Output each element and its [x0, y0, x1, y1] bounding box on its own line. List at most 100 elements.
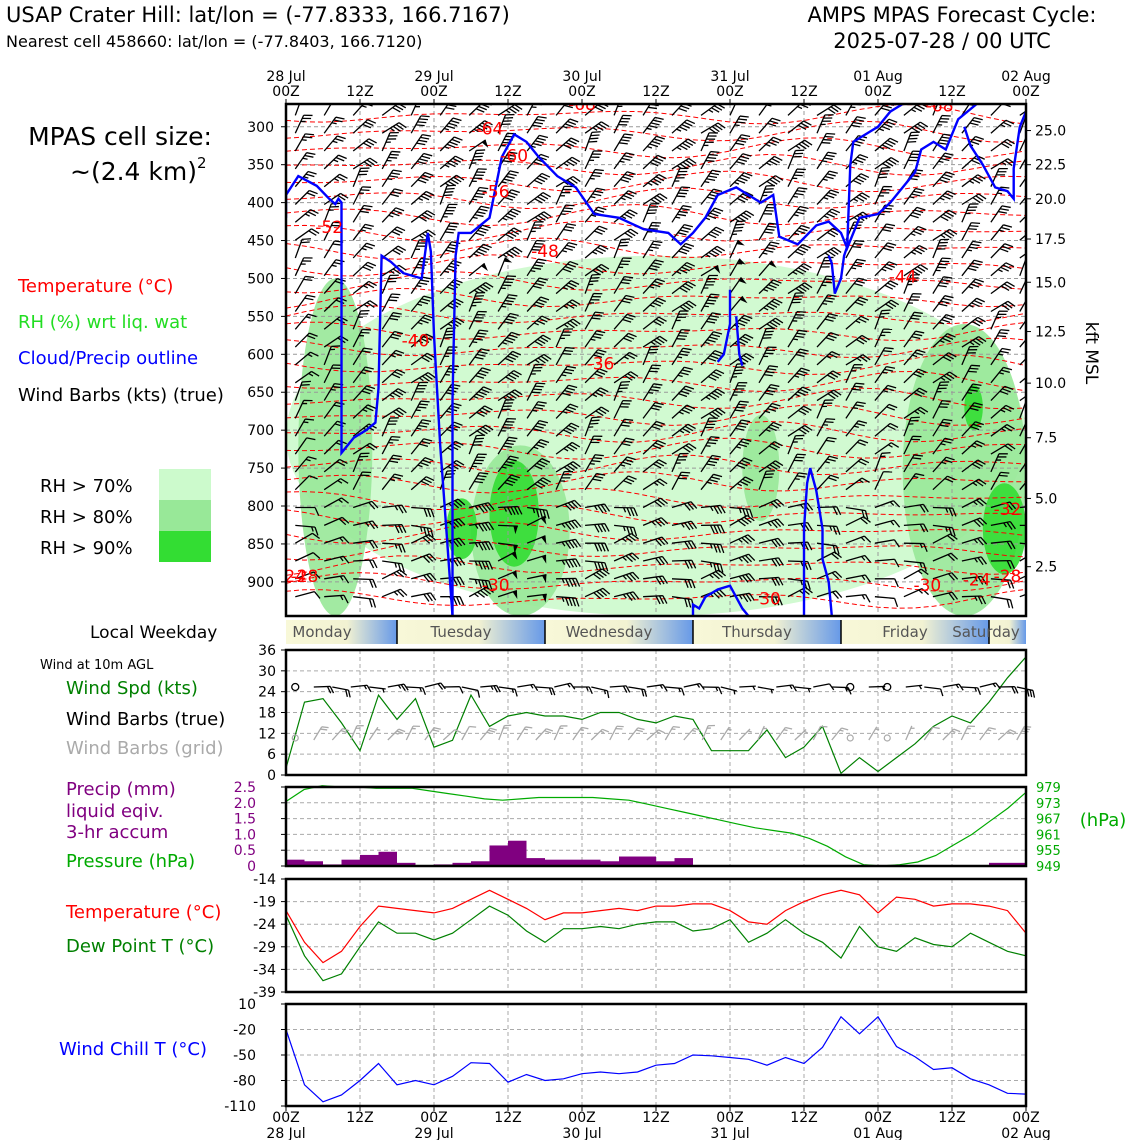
profile-wind-barb-half-feather	[1028, 336, 1033, 340]
bottom-axis-date: 28 Jul	[266, 1126, 305, 1140]
profile-wind-barb-feather	[334, 95, 343, 102]
local-weekday-label: Local Weekday	[90, 623, 217, 643]
bottom-axis-date: 01 Aug	[853, 1126, 903, 1140]
pressure-tick-label: 600	[247, 347, 274, 363]
pressure-tick-label: 500	[247, 271, 274, 287]
profile-wind-barb-half-feather	[1035, 590, 1038, 595]
precip-ytick-label: 1.0	[234, 827, 256, 843]
profile-wind-barb-feather	[1033, 104, 1041, 113]
pressure-tick-label: 955	[1036, 844, 1061, 859]
wind-ytick-label: 12	[258, 726, 276, 742]
top-axis-hour: 00Z	[272, 84, 299, 100]
right-axis-title: kft MSL	[1081, 322, 1101, 385]
chill-ytick-label: 10	[238, 997, 256, 1013]
profile-wind-barb-half-feather	[1030, 249, 1034, 254]
top-axis-hour: 00Z	[1012, 84, 1039, 100]
kft-tick-label: 20.0	[1035, 192, 1066, 208]
profile-wind-barb-feather	[1029, 313, 1038, 321]
bottom-axis-date: 30 Jul	[562, 1126, 601, 1140]
profile-wind-barb-feather	[536, 95, 545, 102]
wind10m-label: Wind at 10m AGL	[40, 658, 154, 673]
forecast-cycle-date: 2025-07-28 / 00 UTC	[833, 29, 1051, 53]
profile-wind-barb-feather	[302, 93, 311, 99]
profile-wind-barb-feather	[1034, 348, 1042, 356]
bottom-axis-hour: 00Z	[272, 1110, 299, 1126]
bottom-axis-date: 02 Aug	[1001, 1126, 1051, 1140]
wind-ytick-label: 36	[258, 643, 276, 659]
profile-wind-barb-feather	[1033, 472, 1042, 480]
pressure-tick-label: 300	[247, 120, 274, 136]
temp-ytick-label: -34	[253, 962, 276, 978]
pressure-tick-label: 700	[247, 423, 274, 439]
temperature-label: -32	[994, 500, 1022, 520]
top-axis-date: 29 Jul	[414, 69, 453, 85]
kft-tick-label: 22.5	[1035, 158, 1066, 174]
temperature-label: -30	[913, 576, 941, 596]
temp-ytick-label: -39	[253, 985, 276, 1001]
temperature-label: -24	[963, 571, 991, 591]
pressure-tick-label: 800	[247, 499, 274, 515]
legend-wind-barbs: Wind Barbs (kts) (true)	[18, 385, 224, 406]
kft-tick-label: 5.0	[1035, 491, 1057, 507]
profile-wind-barb-feather	[621, 94, 630, 100]
wind-ytick-label: 24	[258, 685, 276, 701]
temperature-label: -30	[753, 590, 781, 610]
profile-wind-barb-feather	[1029, 456, 1038, 464]
temp-ytick-label: -24	[253, 917, 276, 933]
pressure-tick-label: 350	[247, 158, 274, 174]
weekday-label: Friday	[882, 623, 928, 641]
pressure-tick-label: 550	[247, 309, 274, 325]
profile-wind-barb-half-feather	[1034, 552, 1038, 557]
legend-precip-1: Precip (mm)	[66, 779, 176, 800]
kft-tick-label: 12.5	[1035, 325, 1066, 341]
profile-wind-barb-half-feather	[1036, 545, 1038, 550]
pressure-tick-label: 949	[1036, 860, 1061, 875]
profile-wind-barb-feather	[1030, 149, 1039, 156]
temperature-label: -24	[278, 567, 306, 587]
pressure-tick-label: 979	[1036, 781, 1061, 796]
legend-wind-barbs-grid: Wind Barbs (grid)	[66, 738, 224, 759]
bottom-axis-hour: 00Z	[864, 1110, 891, 1126]
pressure-tick-label: 400	[247, 196, 274, 212]
pressure-tick-label: 750	[247, 461, 274, 477]
top-axis-date: 30 Jul	[562, 69, 601, 85]
weekday-label: Monday	[292, 623, 351, 641]
profile-wind-barb-feather	[1031, 310, 1040, 318]
top-axis-hour: 00Z	[568, 84, 595, 100]
top-axis-hour: 12Z	[642, 84, 669, 100]
temperature-label: -64	[476, 119, 504, 139]
top-axis-date: 31 Jul	[710, 69, 749, 85]
precip-ytick-label: 1.5	[234, 812, 256, 828]
top-axis-date: 02 Aug	[1001, 69, 1051, 85]
profile-wind-barb-feather	[1031, 453, 1040, 461]
bottom-axis-hour: 00Z	[420, 1110, 447, 1126]
top-axis-date: 28 Jul	[266, 69, 305, 85]
temperature-label: -30	[482, 576, 510, 596]
bottom-axis-hour: 00Z	[568, 1110, 595, 1126]
pressure-tick-label: 650	[247, 385, 274, 401]
profile-wind-barb-feather	[1037, 549, 1044, 558]
chill-ytick-label: -50	[233, 1048, 256, 1064]
precip-ytick-label: 2.5	[234, 780, 256, 796]
legend-dewpoint: Dew Point T (°C)	[66, 936, 214, 957]
chill-ytick-label: -80	[233, 1074, 256, 1090]
profile-wind-barb-half-feather	[1030, 231, 1034, 236]
profile-wind-barb-feather	[301, 97, 310, 103]
weekday-label: Thursday	[721, 623, 792, 641]
profile-wind-barb-feather	[1031, 351, 1039, 359]
top-axis-hour: 12Z	[790, 84, 817, 100]
profile-wind-barb-feather	[452, 96, 461, 104]
bottom-axis-hour: 12Z	[346, 1110, 373, 1126]
legend-cloud-outline: Cloud/Precip outline	[18, 348, 198, 369]
pressure-tick-label: 900	[247, 575, 274, 591]
profile-wind-barb-feather	[1029, 211, 1037, 219]
top-axis-hour: 12Z	[346, 84, 373, 100]
profile-wind-barb-feather	[1026, 155, 1035, 162]
pressure-tick-label: 973	[1036, 797, 1061, 812]
profile-wind-barb-feather	[1036, 102, 1044, 111]
